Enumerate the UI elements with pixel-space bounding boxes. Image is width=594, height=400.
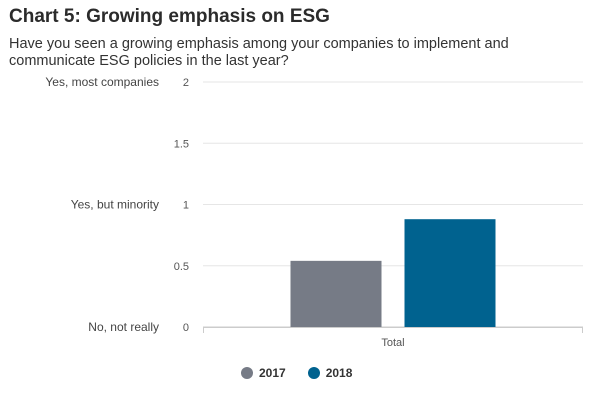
- legend-item-2017[interactable]: 2017: [241, 366, 286, 380]
- y-tick-label: 2: [183, 77, 189, 89]
- y-tick-label: 0: [183, 322, 189, 334]
- x-tick-label: Total: [381, 337, 404, 349]
- y-tick-label: 1: [183, 200, 189, 212]
- y-tick-label: 1.5: [174, 138, 189, 150]
- chart-title: Chart 5: Growing emphasis on ESG: [9, 6, 330, 27]
- legend-item-2018[interactable]: 2018: [307, 366, 353, 380]
- bar-2017-total: [290, 260, 382, 327]
- chart-subtitle: Have you seen a growing emphasis among y…: [9, 36, 509, 69]
- y-category-label: Yes, most companies: [45, 75, 159, 89]
- legend: 2017 2018: [241, 366, 374, 380]
- legend-marker: [241, 367, 253, 379]
- y-category-label: Yes, but minority: [71, 198, 159, 212]
- x-axis: Total: [203, 327, 583, 349]
- bars: [290, 219, 496, 327]
- legend-label: 2018: [325, 366, 353, 380]
- y-axis-ticks: 0 0.5 1 1.5 2: [174, 77, 189, 334]
- legend-marker: [307, 367, 320, 379]
- gridlines: [203, 81, 583, 328]
- y-category-labels: Yes, most companies Yes, but minority No, …: [45, 75, 159, 334]
- y-tick-label: 0.5: [174, 261, 189, 273]
- y-category-label: No, not really: [88, 320, 159, 334]
- legend-label: 2017: [259, 366, 286, 380]
- bar-2018-total: [404, 219, 496, 327]
